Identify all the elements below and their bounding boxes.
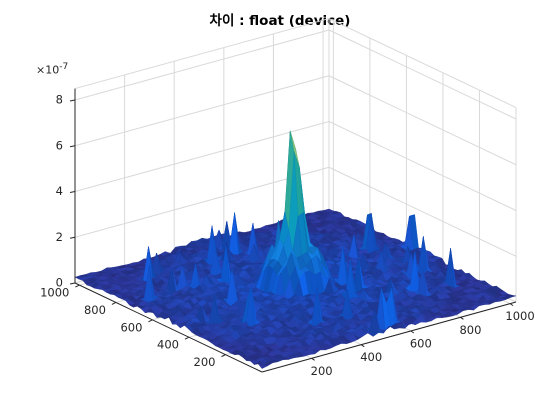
y-tick-mark [75, 285, 79, 287]
y-tick-mark [221, 355, 225, 357]
x-tick-label: 400 [360, 350, 382, 364]
z-tick-label: 4 [56, 184, 63, 198]
x-tick-mark [312, 358, 315, 360]
z-tick-mark [70, 146, 75, 147]
y-tick-label: 400 [157, 338, 179, 352]
x-tick-mark [460, 317, 463, 319]
z-tick-mark [70, 100, 75, 101]
box-edge [329, 19, 516, 108]
z-tick-label: 0 [56, 276, 63, 290]
z-tick-mark [70, 192, 75, 193]
x-tick-label: 600 [410, 336, 432, 350]
x-tick-label: 1000 [505, 309, 534, 323]
grid-line [329, 122, 516, 211]
y-tick-label: 800 [84, 303, 106, 317]
z-tick-label: 8 [56, 93, 63, 107]
grid-line [75, 30, 329, 100]
z-tick-mark [70, 237, 75, 238]
x-tick-mark [510, 304, 513, 306]
grid-line [329, 76, 516, 165]
y-tick-label: 600 [120, 320, 142, 334]
x-tick-label: 800 [459, 323, 481, 337]
x-tick-mark [361, 345, 364, 347]
y-tick-mark [112, 302, 116, 304]
z-tick-label: 2 [56, 230, 63, 244]
y-tick-mark [185, 337, 189, 339]
x-tick-mark [411, 331, 414, 333]
box-edge [75, 19, 329, 89]
y-tick-mark [148, 320, 152, 322]
z-tick-label: 6 [56, 138, 63, 152]
y-tick-label: 200 [194, 355, 216, 369]
x-tick-label: 200 [311, 364, 333, 378]
z-tick-mark [70, 283, 75, 284]
grid-line [329, 30, 516, 119]
